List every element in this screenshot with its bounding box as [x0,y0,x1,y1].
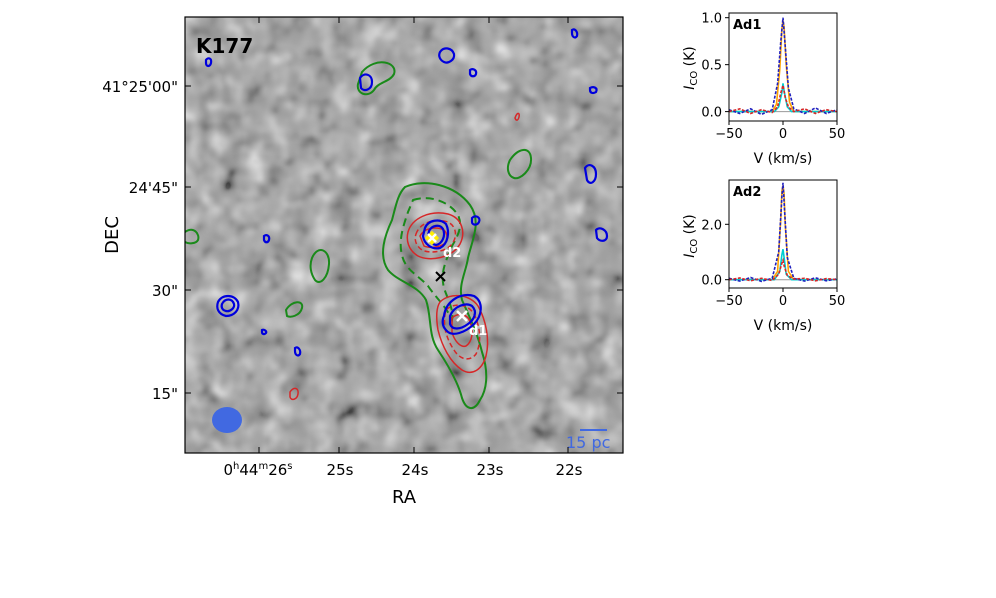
marker-label-d2: d2 [443,246,461,261]
spectrum-series-3 [728,257,838,282]
map-x-tick-labels: 0h44m26s 25s 24s 23s 22s [223,461,582,479]
y-tick-label-1: 24'45" [129,179,178,197]
x-tick-label-1: 25s [327,461,354,479]
x-tick-label-3: 23s [477,461,504,479]
x-tick-label-4: 22s [556,461,583,479]
d1-cross-marker [456,310,468,322]
d2-cross-marker [427,233,437,243]
ad2-series [728,182,838,283]
x-tick-label-0: 0h44m26s [223,461,292,479]
ad1-ticks: −50 0 50 0.0 0.5 1.0 [701,12,845,142]
ad2-y-axis-label: ICO (K) [682,214,700,258]
spectrum-series-0 [729,20,837,113]
spectrum-series-1 [729,83,837,113]
spectrum-series-1 [729,249,837,281]
y-tick-label-3: 15" [152,385,178,403]
ad2-x-axis-label: V (km/s) [754,318,813,334]
blue-contours [204,28,609,357]
green-contours [185,61,533,409]
map-x-axis-label: RA [392,487,417,508]
y-tick-label-2: 30" [152,282,178,300]
map-markers: d2 d1 [424,230,487,339]
map-ticks [185,17,623,453]
y-tick-label: 1.0 [701,12,722,27]
y-tick-label-0: 41°25'00" [102,78,178,96]
y-tick-label: 0.0 [701,106,722,121]
spectrum-panel-ad2: Ad2 −50 0 50 0.0 2.0 V (km/s) ICO (K) [682,179,845,334]
x-tick-label-2: 24s [402,461,429,479]
scale-bar-label: 15 pc [566,433,610,452]
ad1-series [728,17,838,116]
ad2-title: Ad2 [733,185,761,200]
x-tick-label: 0 [779,127,787,142]
x-tick-label: 0 [779,294,787,309]
spectrum-series-2 [728,17,838,116]
beam-ellipse [212,407,242,433]
x-tick-label: −50 [715,127,742,142]
map-title: K177 [196,34,253,58]
ad1-y-axis-label: ICO (K) [682,46,700,90]
map-y-axis-label: DEC [102,216,123,254]
y-tick-label: 0.5 [701,59,722,74]
y-tick-label: 2.0 [701,218,722,233]
y-tick-label: 0.0 [701,274,722,289]
map-frame [184,16,624,454]
ad2-ticks: −50 0 50 0.0 2.0 [701,218,845,309]
map-noise-texture [185,17,623,453]
spectrum-series-2 [728,182,838,283]
ad1-x-axis-label: V (km/s) [754,151,813,167]
x-tick-label: 50 [829,294,846,309]
x-tick-label: −50 [715,294,742,309]
spectrum-series-3 [728,85,838,115]
x-tick-label: 50 [829,127,846,142]
center-cross-marker [435,271,446,282]
ad1-title: Ad1 [733,18,761,33]
marker-label-d1: d1 [469,324,487,339]
main-map: d2 d1 15 pc K177 0h44m26s [102,16,624,508]
map-y-tick-labels: 41°25'00" 24'45" 30" 15" [102,78,178,403]
spectrum-panel-ad1: Ad1 −50 0 50 0.0 0.5 1.0 V (km/s) ICO (K) [682,12,845,167]
